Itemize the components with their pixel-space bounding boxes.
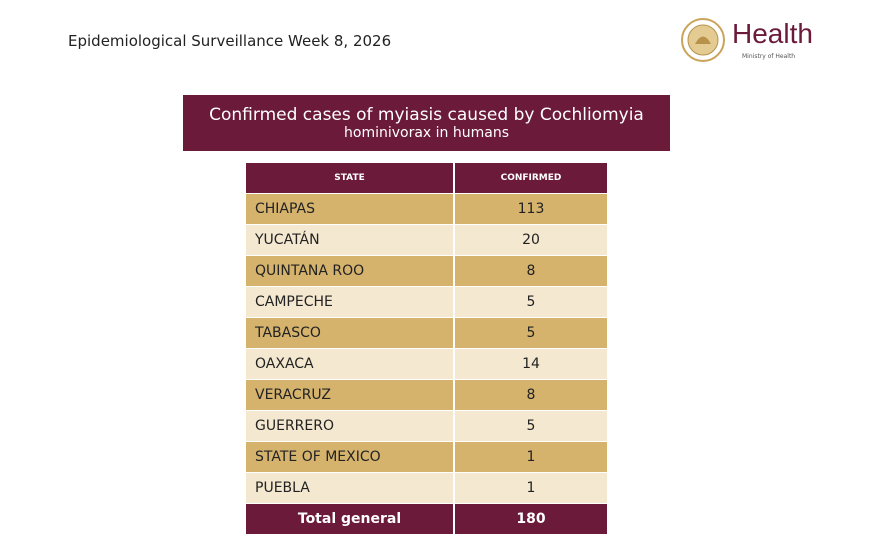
table-row: CAMPECHE 5 bbox=[246, 287, 607, 318]
table-cell: VERACRUZ bbox=[246, 380, 455, 410]
table: STATE CONFIRMED CHIAPAS 113 YUCATÁN 20 QUINTAN… bbox=[246, 163, 607, 535]
table-cell: 113 bbox=[517, 201, 545, 217]
table-cell: TABASCO bbox=[246, 318, 455, 348]
table-cell: STATE OF MEXICO bbox=[246, 442, 455, 472]
table-cell: 5 bbox=[526, 418, 536, 434]
table-row: PUEBLA 1 bbox=[246, 473, 607, 504]
table-row: GUERRERO 5 bbox=[246, 411, 607, 442]
table-row: Total general 180 bbox=[246, 504, 607, 535]
table-cell: 8 bbox=[526, 263, 536, 279]
table-cell: OAXACA bbox=[246, 349, 455, 379]
table-cell: 1 bbox=[526, 449, 536, 465]
table-cell: PUEBLA bbox=[246, 473, 455, 503]
banner: Confirmed cases of myiasis caused by Coc… bbox=[183, 95, 670, 151]
table-cell: YUCATÁN bbox=[246, 225, 455, 255]
table-cell: QUINTANA ROO bbox=[246, 256, 455, 286]
table-row: STATE CONFIRMED bbox=[246, 163, 607, 194]
table-row: OAXACA 14 bbox=[246, 349, 607, 380]
banner-line: hominivorax in humans bbox=[344, 125, 509, 141]
table-row: QUINTANA ROO 8 bbox=[246, 256, 607, 287]
table-row: YUCATÁN 20 bbox=[246, 225, 607, 256]
table-row: CHIAPAS 113 bbox=[246, 194, 607, 225]
table-row: TABASCO 5 bbox=[246, 318, 607, 349]
emblem bbox=[681, 18, 725, 62]
table-cell: STATE bbox=[246, 163, 455, 193]
table-cell: Total general bbox=[246, 504, 455, 534]
table-cell: CAMPECHE bbox=[246, 287, 455, 317]
table-cell: 5 bbox=[526, 325, 536, 341]
ministry: Ministry of Health bbox=[742, 53, 796, 60]
table-row: STATE OF MEXICO 1 bbox=[246, 442, 607, 473]
page-title: Epidemiological Surveillance Week 8, 202… bbox=[68, 32, 392, 50]
table-cell: CONFIRMED bbox=[500, 173, 562, 183]
brand: Health bbox=[732, 18, 813, 49]
table-cell: GUERRERO bbox=[246, 411, 455, 441]
table-row: VERACRUZ 8 bbox=[246, 380, 607, 411]
banner-line: Confirmed cases of myiasis caused by Coc… bbox=[209, 105, 644, 125]
table-cell: 8 bbox=[526, 387, 536, 403]
table-cell: 5 bbox=[526, 294, 536, 310]
table-cell: CHIAPAS bbox=[246, 194, 455, 224]
table-cell: 14 bbox=[522, 356, 540, 372]
table-cell: 1 bbox=[526, 480, 536, 496]
table-cell: 180 bbox=[516, 511, 546, 527]
table-cell: 20 bbox=[522, 232, 540, 248]
